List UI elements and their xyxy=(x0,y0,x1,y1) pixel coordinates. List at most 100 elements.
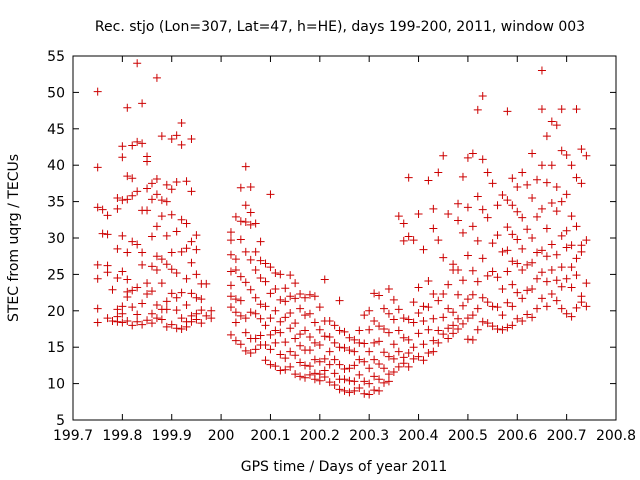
data-point xyxy=(508,201,517,210)
data-point xyxy=(498,325,507,334)
data-point xyxy=(468,149,477,158)
data-point xyxy=(404,232,413,241)
data-point xyxy=(562,274,571,283)
data-point xyxy=(562,151,571,160)
data-point xyxy=(429,290,438,299)
data-point xyxy=(360,339,369,348)
data-point xyxy=(414,352,423,361)
data-point xyxy=(305,370,314,379)
data-point xyxy=(192,231,201,240)
data-point xyxy=(508,257,517,266)
data-point xyxy=(473,277,482,286)
data-point xyxy=(552,276,561,285)
data-point xyxy=(315,325,324,334)
data-point xyxy=(123,275,132,284)
data-point xyxy=(330,321,339,330)
data-point xyxy=(123,248,132,257)
data-point xyxy=(547,161,556,170)
data-point xyxy=(454,290,463,299)
data-point xyxy=(582,236,591,245)
data-point xyxy=(301,311,310,320)
data-point xyxy=(266,314,275,323)
data-point xyxy=(394,212,403,221)
data-point xyxy=(138,260,147,269)
data-point xyxy=(152,222,161,231)
data-point xyxy=(429,314,438,323)
data-point xyxy=(404,173,413,182)
data-point xyxy=(192,293,201,302)
data-point xyxy=(449,321,458,330)
data-point xyxy=(449,329,458,338)
data-point xyxy=(394,347,403,356)
data-point xyxy=(231,212,240,221)
data-point xyxy=(152,190,161,199)
data-point xyxy=(429,224,438,233)
y-tick-label: 10 xyxy=(47,377,65,393)
data-point xyxy=(157,212,166,221)
data-point xyxy=(286,362,295,371)
data-point xyxy=(261,356,270,365)
data-point xyxy=(572,303,581,312)
data-point xyxy=(567,212,576,221)
data-point xyxy=(389,295,398,304)
data-point xyxy=(463,295,472,304)
data-point xyxy=(355,338,364,347)
data-point xyxy=(468,335,477,344)
data-point xyxy=(518,244,527,253)
data-point xyxy=(345,333,354,342)
data-point xyxy=(147,319,156,328)
x-tick-label: 200.7 xyxy=(547,428,587,444)
data-point xyxy=(542,302,551,311)
data-point xyxy=(537,161,546,170)
data-point xyxy=(147,179,156,188)
data-point xyxy=(241,217,250,226)
data-point xyxy=(143,206,152,215)
data-point xyxy=(197,295,206,304)
data-point xyxy=(236,296,245,305)
data-point xyxy=(582,302,591,311)
data-point xyxy=(296,341,305,350)
data-point xyxy=(246,208,255,217)
data-point xyxy=(483,298,492,307)
data-point xyxy=(310,292,319,301)
data-point xyxy=(177,247,186,256)
data-point xyxy=(162,180,171,189)
data-point xyxy=(379,364,388,373)
data-point xyxy=(236,183,245,192)
data-point xyxy=(567,161,576,170)
data-point xyxy=(231,336,240,345)
data-point xyxy=(414,308,423,317)
data-point xyxy=(266,330,275,339)
data-point xyxy=(503,223,512,232)
data-point xyxy=(182,244,191,253)
data-point xyxy=(305,333,314,342)
data-point xyxy=(291,370,300,379)
data-point xyxy=(187,289,196,298)
data-point xyxy=(345,388,354,397)
data-point xyxy=(567,283,576,292)
data-point xyxy=(281,297,290,306)
data-point xyxy=(444,280,453,289)
data-point xyxy=(98,205,107,214)
y-tick-label: 55 xyxy=(47,49,65,65)
data-point xyxy=(533,175,542,184)
y-tick-label: 35 xyxy=(47,195,65,211)
data-point xyxy=(103,230,112,239)
data-point xyxy=(562,226,571,235)
data-point xyxy=(123,195,132,204)
data-point xyxy=(231,318,240,327)
data-point xyxy=(533,248,542,257)
data-point xyxy=(439,313,448,322)
data-point xyxy=(493,303,502,312)
data-point xyxy=(281,313,290,322)
y-tick-label: 20 xyxy=(47,304,65,320)
data-point xyxy=(118,302,127,311)
data-point xyxy=(513,235,522,244)
data-point xyxy=(138,320,147,329)
data-point xyxy=(162,231,171,240)
data-point xyxy=(246,183,255,192)
data-point xyxy=(340,327,349,336)
data-point xyxy=(577,298,586,307)
data-point xyxy=(113,317,122,326)
data-point xyxy=(266,345,275,354)
